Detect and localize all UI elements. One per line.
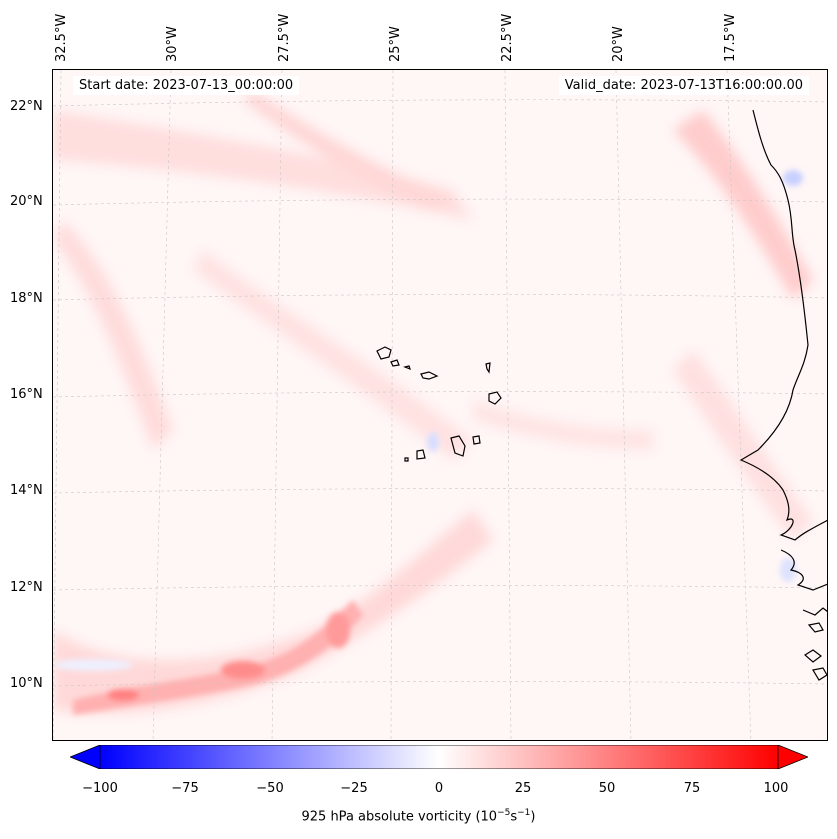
west-africa-coastline	[739, 109, 827, 681]
colorbar	[68, 744, 810, 770]
vorticity-jet-streak	[73, 600, 363, 715]
lat-label-20n: 20°N	[10, 194, 43, 209]
lon-label-27.5w: 27.5°W	[277, 13, 292, 62]
lat-label-18n: 18°N	[10, 291, 43, 306]
cape-verde-islands	[376, 346, 502, 462]
graticule	[53, 70, 827, 740]
positive-vorticity-areas	[53, 90, 813, 714]
colorbar-tick: −50	[256, 781, 284, 796]
lon-label-17.5w: 17.5°W	[723, 13, 738, 62]
lon-label-32.5w: 32.5°W	[54, 13, 69, 62]
colorbar-gradient	[99, 744, 779, 770]
valid-date-label: Valid_date: 2023-07-13T16:00:00.00	[558, 76, 809, 95]
colorbar-tick: 0	[434, 781, 444, 796]
colorbar-title: 925 hPa absolute vorticity (10−5s−1)	[301, 808, 536, 825]
colorbar-tick: 100	[763, 781, 789, 796]
lat-label-22n: 22°N	[10, 99, 43, 114]
colorbar-tick: 25	[514, 781, 532, 796]
colorbar-tick: −25	[340, 781, 368, 796]
colorbar-tick: −100	[82, 781, 118, 796]
lon-label-25w: 25°W	[388, 26, 403, 62]
lon-label-20w: 20°W	[611, 26, 626, 62]
vorticity-field	[53, 70, 827, 740]
lon-label-30w: 30°W	[165, 26, 180, 62]
colorbar-max-extension	[777, 744, 810, 770]
lat-label-16n: 16°N	[10, 387, 43, 402]
colorbar-tick: 75	[683, 781, 701, 796]
colorbar-min-extension	[68, 744, 101, 770]
lat-label-10n: 10°N	[10, 676, 43, 691]
start-date-label: Start date: 2023-07-13_00:00:00	[73, 76, 300, 95]
vorticity-map	[52, 69, 828, 741]
lat-label-14n: 14°N	[10, 483, 43, 498]
lat-label-12n: 12°N	[10, 580, 43, 595]
colorbar-graphic	[68, 744, 810, 770]
colorbar-tick: −75	[171, 781, 199, 796]
colorbar-tick: 50	[598, 781, 616, 796]
negative-vorticity-areas	[53, 170, 803, 671]
lon-label-22.5w: 22.5°W	[500, 13, 515, 62]
